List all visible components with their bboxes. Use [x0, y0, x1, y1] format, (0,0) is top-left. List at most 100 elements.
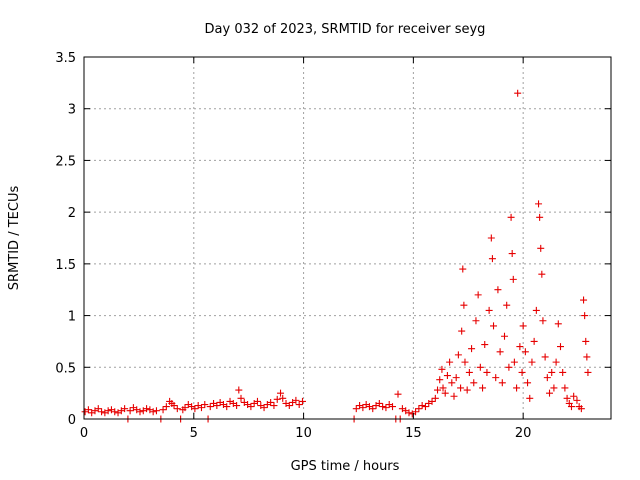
- data-point: [152, 407, 160, 415]
- data-point: [583, 353, 591, 361]
- data-point: [159, 406, 167, 414]
- data-point: [206, 403, 214, 411]
- x-tick-label: 15: [405, 426, 422, 441]
- data-point: [94, 405, 102, 413]
- data-point: [389, 403, 397, 411]
- data-point: [235, 386, 243, 394]
- y-tick-label: 1: [68, 310, 76, 325]
- data-point: [561, 384, 569, 392]
- data-point: [223, 403, 231, 411]
- data-point: [253, 397, 261, 405]
- data-point: [237, 394, 245, 402]
- data-point: [436, 376, 444, 384]
- data-point: [552, 358, 560, 366]
- data-point: [443, 372, 451, 380]
- data-point: [197, 404, 205, 412]
- data-point: [260, 404, 268, 412]
- data-point: [439, 384, 447, 392]
- x-tick-label: 20: [515, 426, 532, 441]
- data-point: [510, 358, 518, 366]
- data-point: [285, 402, 293, 410]
- data-point: [556, 343, 564, 351]
- data-point: [270, 402, 278, 410]
- data-point: [570, 392, 578, 400]
- data-point: [412, 408, 420, 416]
- data-point: [111, 408, 119, 416]
- data-point: [516, 343, 524, 351]
- data-point: [488, 255, 496, 263]
- data-point: [563, 394, 571, 402]
- data-point: [191, 405, 199, 413]
- data-point: [428, 397, 436, 405]
- data-point: [479, 384, 487, 392]
- data-point: [394, 390, 402, 398]
- data-point: [519, 322, 527, 330]
- data-point: [181, 404, 189, 412]
- x-axis-label: GPS time / hours: [291, 459, 400, 474]
- data-point: [472, 317, 480, 325]
- data-point: [481, 341, 489, 349]
- data-point: [490, 322, 498, 330]
- data-point: [474, 291, 482, 299]
- data-point: [496, 348, 504, 356]
- data-point: [539, 317, 547, 325]
- data-point: [104, 407, 112, 415]
- data-point: [530, 337, 538, 345]
- data-point: [143, 405, 151, 413]
- y-tick-label: 3: [68, 103, 76, 118]
- data-point: [524, 379, 532, 387]
- plot-frame: [83, 56, 612, 420]
- data-point: [450, 392, 458, 400]
- data-point: [352, 405, 360, 413]
- data-point: [532, 306, 540, 314]
- data-point: [498, 379, 506, 387]
- data-point: [446, 358, 454, 366]
- data-point: [421, 403, 429, 411]
- data-point: [514, 89, 522, 97]
- data-point: [98, 408, 106, 416]
- grid-layer: [84, 57, 611, 419]
- data-point: [541, 353, 549, 361]
- data-point: [538, 270, 546, 278]
- data-point: [521, 348, 529, 356]
- data-point: [505, 363, 513, 371]
- data-point: [536, 213, 544, 221]
- data-point: [434, 386, 442, 394]
- y-tick-label: 0.5: [55, 361, 76, 376]
- y-tick-label: 0: [68, 413, 76, 428]
- data-point: [581, 312, 589, 320]
- data-point: [535, 200, 543, 208]
- data-point: [487, 234, 495, 242]
- data-point: [170, 402, 178, 410]
- data-point: [554, 320, 562, 328]
- data-point: [279, 394, 287, 402]
- data-point: [431, 394, 439, 402]
- data-point: [494, 286, 502, 294]
- data-point: [267, 398, 275, 406]
- data-point: [543, 374, 551, 382]
- data-point: [483, 368, 491, 376]
- data-point: [508, 250, 516, 258]
- data-point: [452, 374, 460, 382]
- y-tick-label: 2: [68, 206, 76, 221]
- data-point: [233, 402, 241, 410]
- data-point: [448, 379, 456, 387]
- data-point: [463, 386, 471, 394]
- data-point: [277, 389, 285, 397]
- data-point: [465, 368, 473, 376]
- data-point: [136, 408, 144, 416]
- data-point: [550, 384, 558, 392]
- data-point: [546, 389, 554, 397]
- data-point: [213, 402, 221, 410]
- tick-layer: 0 5 10 15 20 0 0.5 1 1.5 2 2.5 3 3.5: [55, 51, 611, 441]
- data-point: [454, 351, 462, 359]
- x-tick-label: 5: [190, 426, 198, 441]
- data-point: [382, 404, 390, 412]
- data-point: [468, 345, 476, 353]
- data-point: [559, 368, 567, 376]
- data-point: [173, 405, 181, 413]
- data-point: [528, 358, 536, 366]
- data-point: [438, 365, 446, 373]
- data-point: [507, 213, 515, 221]
